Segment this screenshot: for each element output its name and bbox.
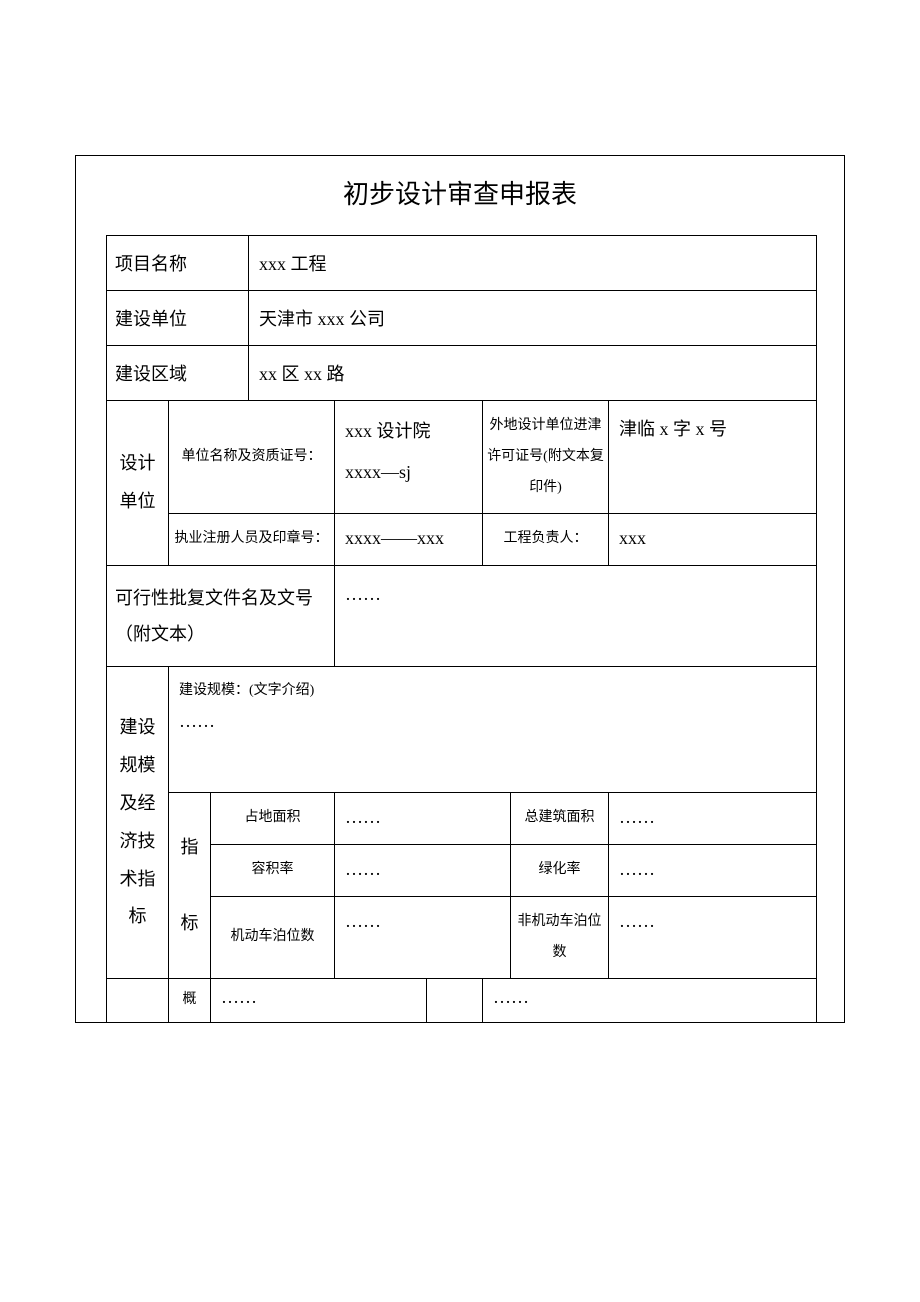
- value-scale-intro: ……: [169, 707, 817, 793]
- blank-estimate-mid: [427, 979, 483, 1023]
- label-estimate: 概: [169, 979, 211, 1023]
- label-green-ratio: 绿化率: [511, 844, 609, 896]
- label-estimate-section: [107, 979, 169, 1023]
- value-construction-area: xx 区 xx 路: [249, 346, 817, 401]
- value-external-permit: 津临 x 字 x 号: [609, 401, 817, 514]
- value-project-name: xxx 工程: [249, 236, 817, 291]
- form-title: 初步设计审查申报表: [106, 174, 814, 211]
- label-project-name: 项目名称: [107, 236, 249, 291]
- label-motor-parking: 机动车泊位数: [211, 896, 335, 979]
- value-green-ratio: ……: [609, 844, 817, 896]
- label-indicator: 指标: [169, 793, 211, 979]
- label-scale-section: 建设规模及经济技术指标: [107, 667, 169, 979]
- value-land-area: ……: [335, 793, 511, 845]
- value-name-cert: xxx 设计院xxxx—sj: [335, 401, 483, 514]
- value-total-building-area: ……: [609, 793, 817, 845]
- value-motor-parking: ……: [335, 896, 511, 979]
- value-feasibility: ……: [335, 566, 817, 667]
- label-project-lead: 工程负责人：: [483, 514, 609, 566]
- value-plot-ratio: ……: [335, 844, 511, 896]
- label-registered-staff: 执业注册人员及印章号：: [169, 514, 335, 566]
- value-construction-unit: 天津市 xxx 公司: [249, 291, 817, 346]
- value-registered-staff: xxxx——xxx: [335, 514, 483, 566]
- form-table: 项目名称 xxx 工程 建设单位 天津市 xxx 公司 建设区域 xx 区 xx…: [106, 235, 817, 1022]
- label-design-unit: 设计单位: [107, 401, 169, 566]
- value-estimate-2: ……: [483, 979, 817, 1023]
- form-frame: 初步设计审查申报表 项目名称 xxx 工程 建设单位 天津市 xxx 公司 建设…: [75, 155, 845, 1023]
- label-land-area: 占地面积: [211, 793, 335, 845]
- label-total-building-area: 总建筑面积: [511, 793, 609, 845]
- label-plot-ratio: 容积率: [211, 844, 335, 896]
- label-scale-intro: 建设规模：(文字介绍): [169, 667, 817, 708]
- label-construction-unit: 建设单位: [107, 291, 249, 346]
- label-name-cert: 单位名称及资质证号：: [169, 401, 335, 514]
- label-feasibility: 可行性批复文件名及文号（附文本）: [107, 566, 335, 667]
- label-construction-area: 建设区域: [107, 346, 249, 401]
- label-external-permit: 外地设计单位进津许可证号(附文本复印件): [483, 401, 609, 514]
- value-nonmotor-parking: ……: [609, 896, 817, 979]
- value-estimate-1: ……: [211, 979, 427, 1023]
- label-nonmotor-parking: 非机动车泊位数: [511, 896, 609, 979]
- value-project-lead: xxx: [609, 514, 817, 566]
